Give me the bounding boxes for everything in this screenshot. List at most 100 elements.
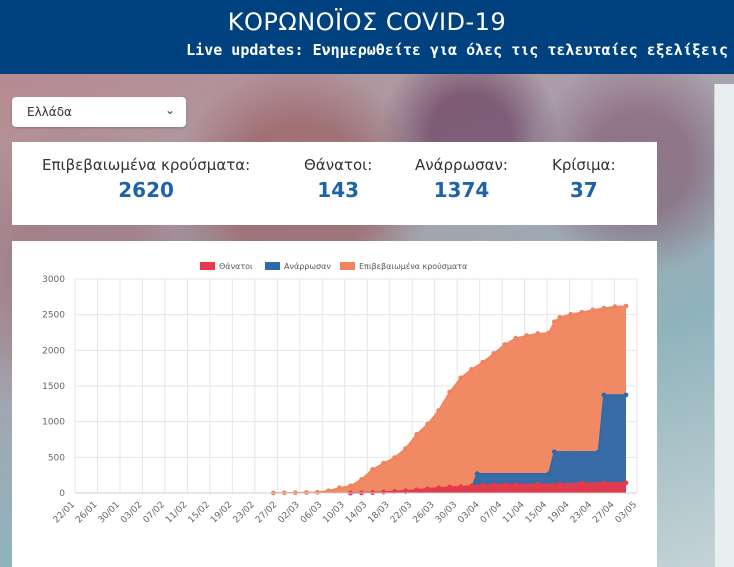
x-tick-label: 27/02 bbox=[254, 500, 279, 525]
x-tick-label: 26/03 bbox=[411, 500, 436, 525]
legend-label: Θάνατοι bbox=[219, 262, 253, 271]
stat-deaths-value: 143 bbox=[317, 178, 360, 202]
x-tick-label: 03/05 bbox=[614, 500, 639, 525]
x-tick-label: 27/04 bbox=[591, 500, 617, 526]
stat-recovered: Ανάρρωσαν: 1374 bbox=[415, 156, 508, 202]
stat-confirmed-label: Επιβεβαιωμένα κρούσματα: bbox=[42, 156, 251, 174]
legend-swatch bbox=[340, 262, 355, 270]
x-tick-label: 07/02 bbox=[142, 500, 167, 525]
data-point bbox=[590, 307, 596, 313]
stat-recovered-value: 1374 bbox=[433, 178, 490, 202]
legend-swatch bbox=[200, 262, 215, 270]
page-title: ΚΟΡΩΝΟΪΟΣ COVID-19 bbox=[227, 8, 507, 36]
data-point bbox=[480, 482, 486, 488]
data-point bbox=[524, 333, 530, 338]
data-point bbox=[480, 359, 486, 365]
data-point bbox=[381, 489, 386, 495]
legend-label: Επιβεβαιωμένα κρούσματα bbox=[359, 261, 467, 271]
data-point bbox=[546, 471, 552, 477]
data-point bbox=[557, 481, 563, 487]
data-point bbox=[414, 432, 420, 437]
data-point bbox=[348, 483, 353, 489]
x-tick-label: 14/03 bbox=[344, 500, 369, 525]
data-point bbox=[447, 389, 453, 395]
y-tick-label: 1000 bbox=[42, 418, 65, 428]
chart-panel: 3000 2500 2000 1500 1000 500 0 22/01 26/01 30/01 0… bbox=[12, 241, 657, 567]
data-point bbox=[458, 484, 464, 489]
y-tick-label: 1500 bbox=[42, 382, 65, 392]
data-point bbox=[447, 484, 453, 490]
data-point bbox=[546, 330, 552, 336]
data-point bbox=[579, 480, 585, 486]
data-point bbox=[535, 331, 541, 336]
stat-critical: Κρίσιμα: 37 bbox=[552, 156, 616, 202]
side-panel bbox=[714, 84, 734, 567]
country-select-value: Ελλάδα bbox=[27, 105, 72, 119]
data-point bbox=[425, 421, 431, 427]
data-point bbox=[474, 471, 480, 477]
data-point bbox=[425, 486, 431, 492]
x-tick-label: 23/04 bbox=[569, 500, 595, 526]
data-point bbox=[491, 351, 497, 356]
data-point bbox=[403, 488, 408, 494]
data-point bbox=[502, 342, 508, 347]
x-tick-label: 07/04 bbox=[479, 500, 505, 526]
chevron-down-icon: ⌄ bbox=[164, 103, 175, 117]
y-tick-label: 500 bbox=[48, 453, 65, 463]
data-point bbox=[596, 449, 601, 455]
data-point bbox=[551, 449, 557, 455]
data-point bbox=[403, 446, 408, 451]
data-point bbox=[458, 375, 464, 381]
x-tick-label: 23/02 bbox=[232, 500, 257, 525]
data-point bbox=[315, 489, 320, 495]
app-header: ΚΟΡΩΝΟΪΟΣ COVID-19 Live updates: Ενημερω… bbox=[0, 0, 734, 74]
x-tick-label: 10/03 bbox=[321, 500, 346, 525]
data-point bbox=[623, 303, 629, 309]
legend-swatch bbox=[265, 262, 280, 270]
stat-critical-value: 37 bbox=[569, 178, 598, 202]
x-tick-label: 18/03 bbox=[366, 500, 391, 525]
x-tick-label: 11/02 bbox=[164, 500, 189, 525]
series-line bbox=[273, 305, 627, 494]
y-tick-label: 2000 bbox=[42, 346, 65, 356]
data-point bbox=[612, 304, 618, 310]
stats-panel: Επιβεβαιωμένα κρούσματα: 2620 Θάνατοι: 1… bbox=[12, 142, 657, 225]
x-tick-label: 02/03 bbox=[277, 500, 302, 525]
stat-confirmed: Επιβεβαιωμένα κρούσματα: 2620 bbox=[42, 156, 250, 202]
data-point bbox=[436, 485, 442, 491]
x-tick-label: 26/01 bbox=[74, 500, 99, 525]
stat-critical-label: Κρίσιμα: bbox=[552, 156, 616, 174]
y-tick-label: 0 bbox=[59, 489, 65, 499]
x-tick-label: 30/01 bbox=[97, 500, 122, 525]
x-tick-label: 22/03 bbox=[389, 500, 414, 525]
series-area bbox=[350, 482, 626, 493]
data-point bbox=[469, 366, 475, 372]
data-point bbox=[557, 314, 563, 320]
data-point bbox=[601, 392, 607, 398]
x-tick-label: 22/01 bbox=[52, 500, 77, 525]
stat-deaths-label: Θάνατοι: bbox=[304, 156, 373, 174]
country-select[interactable]: Ελλάδα ⌄ bbox=[12, 97, 186, 127]
legend-label: Ανάρρωσαν bbox=[284, 262, 331, 271]
data-point bbox=[359, 477, 364, 482]
data-point bbox=[436, 408, 442, 413]
covid-chart: 30002500200015001000500022/0126/0130/010… bbox=[42, 261, 639, 526]
data-point bbox=[414, 487, 420, 493]
series-area bbox=[350, 394, 626, 493]
x-tick-label: 03/02 bbox=[119, 500, 144, 525]
data-point bbox=[601, 480, 607, 486]
x-tick-label: 30/03 bbox=[434, 500, 459, 525]
data-point bbox=[513, 482, 519, 487]
x-tick-label: 15/04 bbox=[524, 500, 550, 526]
data-point bbox=[623, 480, 629, 486]
stat-confirmed-value: 2620 bbox=[118, 178, 174, 202]
stat-deaths: Θάνατοι: 143 bbox=[304, 156, 372, 202]
y-tick-label: 3000 bbox=[42, 275, 65, 285]
data-point bbox=[392, 455, 397, 461]
data-point bbox=[502, 482, 508, 488]
data-point bbox=[579, 309, 585, 315]
data-point bbox=[326, 488, 331, 494]
data-point bbox=[337, 485, 342, 491]
stat-recovered-label: Ανάρρωσαν: bbox=[415, 156, 508, 174]
x-tick-label: 11/04 bbox=[501, 500, 527, 526]
